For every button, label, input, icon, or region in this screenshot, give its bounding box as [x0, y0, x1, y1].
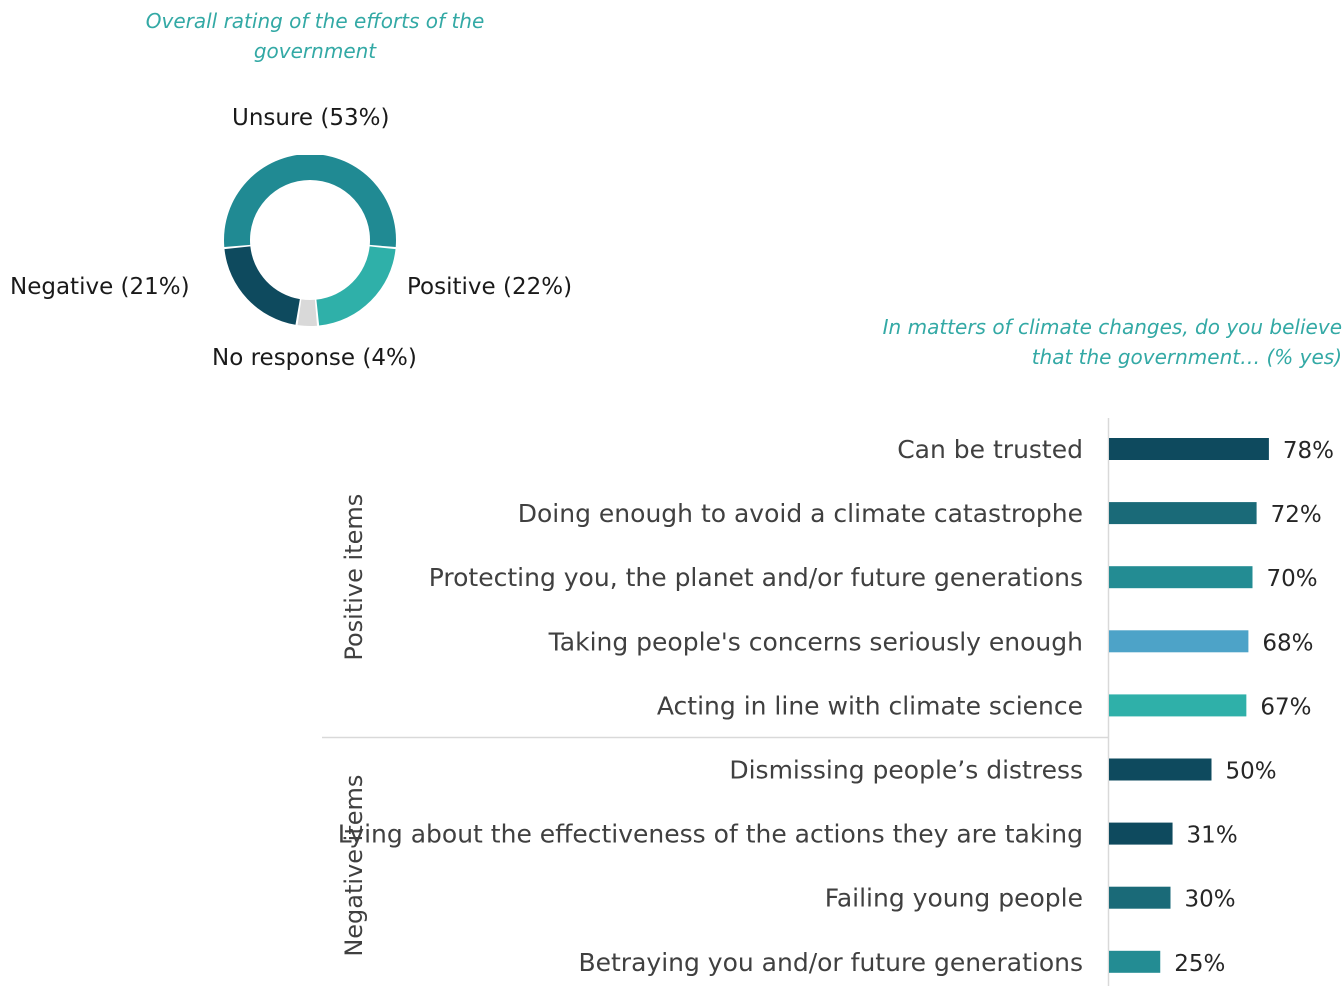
bar [1109, 822, 1173, 845]
donut-label-no-response: No response (4%) [212, 345, 417, 371]
bar [1109, 438, 1269, 460]
bar-value-label: 25% [1174, 951, 1225, 977]
bar [1109, 886, 1171, 909]
bar-value-label: 30% [1185, 887, 1236, 913]
bar [1109, 566, 1253, 589]
donut-chart [224, 155, 396, 326]
donut-slice-no-response [297, 299, 318, 326]
bar-value-label: 31% [1187, 823, 1238, 849]
bar-category-label: Acting in line with climate science [657, 691, 1083, 720]
donut-chart-title: Overall rating of the efforts of the gov… [145, 9, 485, 63]
bar-value-label: 72% [1271, 502, 1322, 528]
bar-value-label: 67% [1260, 694, 1311, 720]
group-label: Positive items [340, 494, 368, 661]
bar-category-label: Can be trusted [897, 435, 1083, 464]
donut-slice-unsure [224, 155, 396, 248]
donut-label-negative: Negative (21%) [10, 274, 190, 300]
bar-value-label: 68% [1262, 630, 1313, 656]
group-label: Negative items [340, 775, 368, 957]
bar [1109, 630, 1249, 653]
bar-value-label: 50% [1226, 759, 1277, 785]
bar-category-label: Taking people's concerns seriously enoug… [548, 627, 1083, 656]
bar-category-label: Dismissing people’s distress [729, 756, 1083, 785]
bar-category-label: Failing young people [825, 884, 1083, 913]
bar [1109, 694, 1247, 717]
bar-category-label: Protecting you, the planet and/or future… [429, 563, 1083, 592]
bar [1109, 502, 1257, 525]
bar-chart-title: In matters of climate changes, do you be… [882, 315, 1342, 369]
bar-category-label: Betraying you and/or future generations [578, 948, 1083, 977]
bar [1109, 758, 1212, 781]
donut-slice-positive [316, 246, 396, 326]
bar-value-label: 78% [1283, 438, 1334, 464]
bar-category-label: Doing enough to avoid a climate catastro… [518, 499, 1083, 528]
bar-value-label: 70% [1267, 566, 1318, 592]
donut-slice-negative [224, 246, 300, 325]
donut-label-unsure: Unsure (53%) [232, 105, 390, 131]
bar-category-label: Lying about the effectiveness of the act… [338, 820, 1083, 849]
bar [1109, 950, 1161, 973]
donut-label-positive: Positive (22%) [407, 274, 573, 300]
